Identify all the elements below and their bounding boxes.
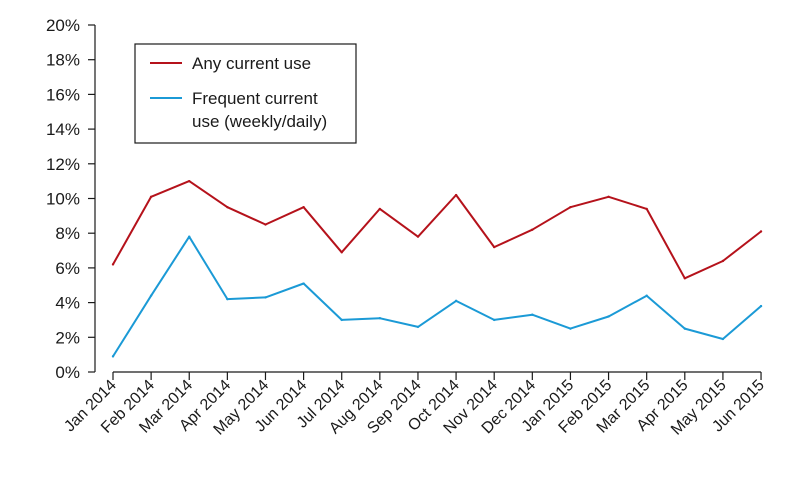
data-point bbox=[264, 296, 267, 299]
series-line bbox=[112, 180, 762, 280]
data-point bbox=[149, 195, 153, 198]
y-tick-label: 18% bbox=[46, 51, 80, 70]
data-point bbox=[111, 355, 115, 358]
data-point bbox=[759, 230, 763, 233]
y-tick-label: 8% bbox=[55, 224, 80, 243]
y-tick-label: 4% bbox=[55, 294, 80, 313]
legend-box bbox=[134, 43, 357, 144]
y-tick-label: 14% bbox=[46, 120, 80, 139]
data-point bbox=[188, 179, 191, 183]
data-point bbox=[645, 207, 648, 211]
data-point bbox=[531, 313, 534, 316]
data-point bbox=[378, 317, 382, 320]
data-point bbox=[683, 277, 686, 280]
legend-label-any-use: Any current use bbox=[192, 54, 311, 73]
series-line bbox=[112, 235, 762, 357]
y-tick-label: 20% bbox=[46, 16, 80, 35]
data-point bbox=[340, 318, 343, 322]
data-point bbox=[111, 263, 115, 266]
data-point bbox=[340, 251, 343, 254]
data-point bbox=[302, 282, 305, 285]
data-point bbox=[531, 228, 534, 231]
data-point bbox=[721, 337, 725, 341]
y-tick-label: 10% bbox=[46, 190, 80, 209]
y-tick-label: 16% bbox=[46, 85, 80, 104]
y-tick-label: 2% bbox=[55, 328, 80, 347]
data-point bbox=[607, 195, 610, 198]
legend-label-frequent-use: Frequent current use (weekly/daily) bbox=[192, 89, 327, 131]
data-point bbox=[454, 299, 458, 303]
data-point bbox=[607, 315, 610, 318]
data-point bbox=[569, 205, 572, 209]
data-point bbox=[302, 205, 305, 209]
y-axis: 0% 2% 4% 6% 8% 10% 12% 14% 16% 18% 20% bbox=[46, 16, 96, 382]
data-point bbox=[683, 327, 686, 330]
data-point bbox=[759, 304, 763, 308]
data-point bbox=[721, 259, 725, 263]
data-point bbox=[416, 235, 420, 238]
y-tick-label: 0% bbox=[55, 363, 80, 382]
y-tick-label: 6% bbox=[55, 259, 80, 278]
series-1 bbox=[111, 179, 763, 280]
series-layer bbox=[111, 179, 763, 358]
legend: Any current use Frequent current use (week… bbox=[134, 43, 357, 144]
data-point bbox=[378, 207, 382, 211]
data-point bbox=[226, 297, 229, 301]
data-point bbox=[416, 325, 420, 329]
data-point bbox=[454, 193, 458, 197]
series-2 bbox=[111, 235, 763, 358]
data-point bbox=[569, 327, 572, 330]
data-point bbox=[188, 235, 191, 238]
data-point bbox=[149, 294, 153, 297]
data-point bbox=[226, 205, 229, 209]
data-point bbox=[645, 294, 648, 297]
legend-label-line: Frequent current bbox=[192, 89, 318, 108]
y-tick-label: 12% bbox=[46, 155, 80, 174]
data-point bbox=[493, 318, 496, 322]
data-point bbox=[493, 245, 496, 249]
data-point bbox=[264, 223, 267, 226]
legend-label-line: use (weekly/daily) bbox=[192, 112, 327, 131]
